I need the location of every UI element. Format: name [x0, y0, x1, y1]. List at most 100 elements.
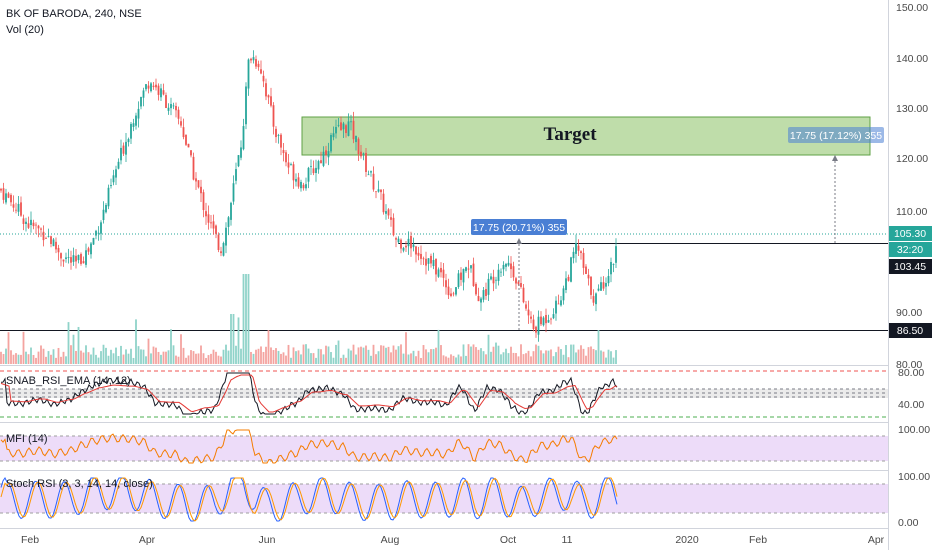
candle-body	[250, 58, 252, 61]
target-label: Target	[543, 124, 597, 145]
volume-bar	[412, 350, 415, 364]
candle-body	[322, 151, 325, 166]
candle-body	[437, 269, 440, 277]
candle-body	[77, 254, 80, 261]
volume-bar	[300, 354, 302, 364]
candle-body	[255, 59, 257, 67]
candle-body	[345, 125, 347, 134]
candle-body	[340, 122, 342, 131]
candle-body	[105, 204, 107, 213]
volume-bar	[565, 345, 567, 364]
candle-body	[17, 203, 20, 212]
candle-body	[562, 288, 565, 301]
volume-bar	[325, 345, 327, 364]
candle-body	[342, 123, 345, 130]
candle-body	[595, 293, 597, 305]
volume-bar	[615, 350, 617, 364]
candle-body	[65, 257, 67, 259]
candle-body	[232, 183, 235, 202]
candle-body	[370, 171, 372, 173]
target-zone[interactable]: Target	[301, 116, 871, 156]
volume-bar	[92, 347, 95, 364]
candle-body	[557, 303, 560, 305]
candle-body	[95, 230, 97, 236]
volume-bar	[190, 350, 192, 364]
candle-body	[385, 211, 387, 214]
measure-projection[interactable]: 17.75 (17.12%) 355	[788, 127, 884, 243]
candle-body	[150, 83, 152, 92]
candle-body	[302, 184, 305, 189]
volume-bar	[22, 331, 25, 364]
candle-body	[377, 189, 380, 192]
candle-body	[330, 134, 332, 152]
volume-bar	[367, 349, 370, 364]
volume-bar	[202, 353, 205, 364]
volume-bar	[432, 349, 435, 364]
candle-body	[542, 317, 545, 326]
volume-bar	[307, 348, 310, 364]
candle-body	[37, 225, 40, 229]
volume-bar	[277, 350, 280, 364]
candle-body	[600, 282, 602, 291]
candle-body	[320, 160, 322, 164]
volume-bar	[290, 357, 292, 364]
volume-bar	[122, 354, 125, 364]
volume-bar	[282, 352, 285, 364]
time-label: Apr	[868, 534, 885, 546]
candle-body	[577, 245, 580, 251]
volume-bar	[440, 345, 442, 364]
volume-bar	[272, 350, 275, 364]
candle-body	[62, 259, 65, 262]
rsi-title: SNAB_RSI_EMA (14, 12)	[6, 375, 131, 387]
candle-body	[615, 246, 617, 263]
measure-current[interactable]: 17.75 (20.71%) 355	[471, 219, 567, 330]
volume-bar	[340, 357, 342, 364]
price-axis[interactable]: 150.00 140.00 130.00 120.00 110.00 90.00…	[896, 2, 930, 529]
volume-bar	[585, 355, 587, 364]
candle-body	[102, 209, 105, 221]
candle-body	[92, 237, 95, 245]
volume-bar	[575, 352, 577, 364]
candle-body	[197, 180, 200, 188]
volume-bar	[140, 349, 142, 364]
volume-bar	[570, 344, 572, 364]
time-label: Jun	[259, 534, 276, 546]
pane-titles: BK OF BARODA, 240, NSE Vol (20) SNAB_RSI…	[6, 8, 153, 490]
volume-bar	[460, 356, 462, 364]
volume-bar	[447, 357, 450, 364]
volume-bar	[127, 353, 130, 364]
candle-body	[390, 217, 392, 220]
volume-bar	[400, 344, 402, 364]
volume-bar	[610, 351, 612, 364]
candle-body	[55, 241, 57, 250]
volume-bar	[255, 349, 257, 364]
rsi-tick: 40.00	[898, 399, 924, 411]
volume-bar	[497, 345, 500, 364]
candle-body	[607, 276, 610, 284]
volume-bar	[540, 350, 542, 364]
candle-body	[242, 126, 245, 150]
candle-body	[135, 115, 137, 126]
candle-body	[315, 167, 317, 174]
rsi-line	[0, 372, 618, 415]
volume-bar	[87, 352, 90, 364]
volume-bar	[115, 347, 117, 364]
candle-body	[395, 238, 397, 240]
candle-body	[547, 320, 550, 323]
candle-body	[460, 272, 462, 280]
volume-bar	[130, 348, 132, 364]
candle-body	[552, 314, 555, 319]
volume-bar	[100, 351, 102, 364]
candle-body	[450, 293, 452, 296]
volume-bar	[60, 356, 62, 364]
time-axis[interactable]: Feb Apr Jun Aug Oct 11 2020 Feb Apr	[21, 534, 885, 546]
candle-body	[5, 193, 7, 203]
volume-bar	[485, 354, 487, 364]
volume-bar	[410, 353, 412, 364]
candle-body	[200, 186, 202, 194]
candle-body	[317, 161, 320, 170]
volume-bar	[135, 319, 137, 364]
volume-bar	[330, 352, 332, 364]
candle-body	[7, 193, 10, 198]
